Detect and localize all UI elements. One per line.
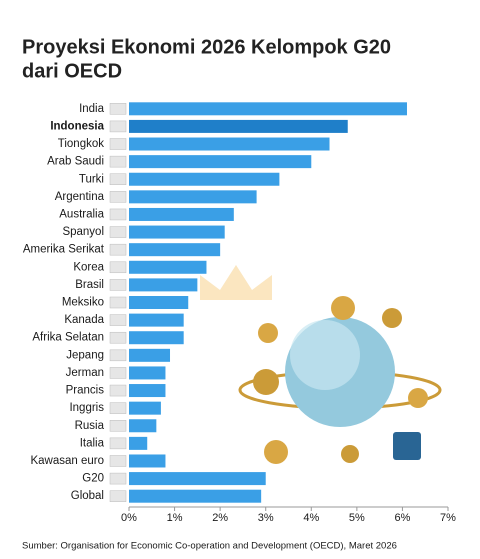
bar bbox=[129, 348, 171, 362]
x-tick-label: 6% bbox=[394, 512, 410, 524]
flag-icon bbox=[109, 420, 127, 432]
y-tick-label: Prancis bbox=[66, 385, 105, 397]
bar bbox=[129, 260, 207, 274]
flag-icon bbox=[109, 314, 127, 326]
y-tick-label: Kawasan euro bbox=[30, 455, 104, 467]
x-tick-label: 2% bbox=[212, 512, 228, 524]
flag-icon bbox=[109, 155, 127, 168]
y-tick-label: Jerman bbox=[66, 367, 104, 379]
y-tick-label: Amerika Serikat bbox=[23, 244, 105, 256]
flag-icon bbox=[109, 243, 127, 256]
y-tick-label: India bbox=[79, 103, 105, 115]
bar bbox=[129, 207, 234, 221]
x-tick-label: 7% bbox=[440, 512, 456, 524]
y-tick-label: Italia bbox=[80, 437, 105, 449]
bar bbox=[129, 472, 266, 486]
y-tick-label: Indonesia bbox=[50, 120, 104, 132]
chart-title: Proyeksi Ekonomi 2026 Kelompok G20 bbox=[22, 36, 391, 58]
y-tick-label: Tiongkok bbox=[58, 138, 104, 150]
bar bbox=[129, 366, 166, 380]
y-tick-label: Meksiko bbox=[62, 297, 104, 309]
y-tick-label: Spanyol bbox=[62, 226, 104, 238]
y-tick-label: Rusia bbox=[75, 420, 105, 432]
bar bbox=[129, 225, 225, 239]
flag-icon bbox=[109, 455, 127, 467]
y-tick-label: Kanada bbox=[64, 314, 104, 326]
source-note: Sumber: Organisation for Economic Co-ope… bbox=[22, 541, 397, 552]
flag-icon bbox=[109, 226, 127, 238]
y-tick-label: Brasil bbox=[75, 279, 104, 291]
bar bbox=[129, 137, 330, 151]
flag-icon bbox=[109, 173, 127, 185]
flag-icon bbox=[109, 296, 127, 309]
flag-icon bbox=[109, 349, 127, 362]
flag-icon bbox=[109, 208, 127, 221]
flag-icon bbox=[109, 402, 127, 414]
bar bbox=[129, 172, 280, 186]
bar bbox=[129, 436, 148, 450]
bar bbox=[129, 102, 407, 116]
y-tick-label: Inggris bbox=[69, 402, 104, 414]
y-tick-label: Argentina bbox=[55, 191, 105, 203]
x-tick-label: 3% bbox=[258, 512, 274, 524]
x-tick-label: 0% bbox=[121, 512, 137, 524]
y-tick-label: Afrika Selatan bbox=[32, 332, 104, 344]
flag-icon bbox=[109, 490, 127, 502]
flag-icon bbox=[109, 437, 127, 450]
flag-icon bbox=[109, 261, 127, 274]
bar bbox=[129, 331, 184, 345]
y-tick-label: Australia bbox=[59, 208, 104, 220]
x-tick-label: 4% bbox=[303, 512, 319, 524]
flag-icon bbox=[109, 331, 127, 344]
x-tick-label: 1% bbox=[167, 512, 183, 524]
bar bbox=[129, 313, 184, 327]
flag-icon bbox=[109, 279, 127, 291]
flag-icon bbox=[109, 367, 127, 379]
bar bbox=[129, 243, 221, 257]
y-tick-label: Arab Saudi bbox=[47, 156, 104, 168]
bar bbox=[129, 489, 262, 503]
flag-icon bbox=[109, 191, 127, 203]
bar bbox=[129, 296, 189, 309]
bar bbox=[129, 419, 157, 433]
y-tick-label: Turki bbox=[79, 173, 104, 185]
flag-icon bbox=[109, 120, 127, 133]
x-tick-label: 5% bbox=[349, 512, 365, 524]
bar bbox=[129, 190, 257, 204]
y-tick-label: G20 bbox=[82, 473, 104, 485]
bar bbox=[129, 384, 166, 398]
flag-icon bbox=[109, 384, 127, 397]
bar bbox=[129, 454, 166, 468]
bar bbox=[129, 119, 348, 133]
flag-icon bbox=[109, 472, 127, 485]
y-tick-label: Korea bbox=[73, 261, 104, 273]
chart-subtitle: dari OECD bbox=[22, 60, 122, 82]
y-tick-label: Jepang bbox=[66, 349, 104, 361]
bar bbox=[129, 278, 198, 292]
bar bbox=[129, 155, 312, 169]
y-tick-label: Global bbox=[71, 490, 104, 502]
decoration bbox=[200, 265, 442, 464]
bar bbox=[129, 401, 161, 415]
flag-icon bbox=[109, 103, 127, 115]
flag-icon bbox=[109, 138, 127, 150]
